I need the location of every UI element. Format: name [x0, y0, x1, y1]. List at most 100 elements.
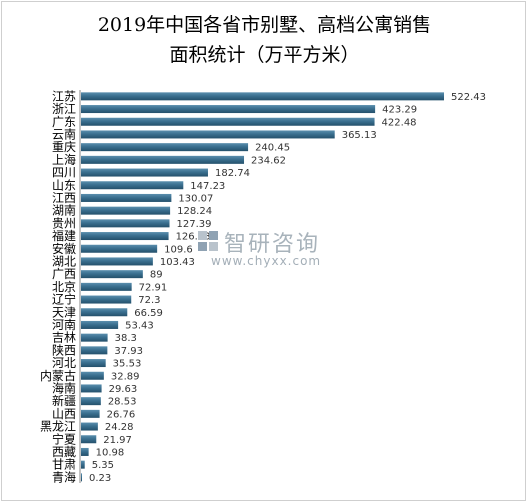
- bar: [81, 257, 153, 266]
- value-label: 0.23: [89, 473, 111, 484]
- value-label: 35.53: [113, 359, 142, 370]
- bar: [81, 232, 169, 241]
- category-label: 陕西: [52, 342, 76, 357]
- category-label: 广西: [52, 267, 76, 281]
- bar: [81, 155, 245, 164]
- category-label: 贵州: [52, 216, 76, 230]
- bar: [81, 130, 335, 139]
- value-label: 103.43: [160, 257, 195, 268]
- bar: [81, 422, 98, 431]
- value-label: 29.63: [109, 384, 138, 395]
- category-label: 重庆: [52, 140, 76, 154]
- value-label: 130.07: [178, 193, 213, 204]
- value-label: 26.76: [107, 409, 136, 420]
- value-label: 234.62: [251, 155, 286, 166]
- category-label: 西藏: [52, 445, 76, 459]
- category-label: 青海: [52, 469, 76, 484]
- category-label: 上海: [52, 152, 76, 167]
- category-label: 福建: [52, 228, 76, 243]
- bar: [81, 270, 143, 279]
- value-label: 24.28: [105, 422, 134, 433]
- category-label: 甘肃: [52, 458, 76, 472]
- category-label: 河南: [52, 317, 76, 332]
- value-label: 422.48: [382, 117, 417, 128]
- bar: [81, 460, 85, 469]
- bar: [81, 333, 108, 342]
- category-label: 吉林: [52, 331, 76, 345]
- value-label: 89: [150, 270, 163, 281]
- bar: [81, 371, 104, 380]
- bar: [81, 181, 184, 190]
- category-label: 四川: [52, 166, 76, 180]
- bar: [81, 92, 444, 101]
- category-label: 内蒙古: [40, 368, 76, 383]
- bar: [81, 359, 106, 368]
- category-label: 浙江: [52, 102, 76, 116]
- value-label: 28.53: [108, 397, 137, 408]
- category-label: 江西: [52, 191, 76, 205]
- category-label: 宁夏: [52, 431, 76, 446]
- category-label: 安徽: [52, 241, 76, 256]
- category-label: 北京: [52, 280, 76, 294]
- category-label: 湖北: [52, 253, 76, 268]
- category-label: 海南: [52, 380, 76, 395]
- bar: [81, 143, 249, 152]
- bar: [81, 282, 132, 291]
- bar: [81, 105, 376, 114]
- value-label: 66.59: [134, 308, 163, 319]
- category-label: 湖南: [52, 203, 76, 218]
- bar: [81, 206, 171, 215]
- bar: [81, 168, 208, 177]
- bar: [81, 384, 102, 393]
- bar: [81, 308, 128, 317]
- value-label: 128.24: [177, 206, 212, 217]
- watermark: 智研咨询 www.chyxx.com: [197, 229, 347, 269]
- value-label: 423.29: [382, 105, 417, 116]
- category-label: 黑龙江: [40, 420, 76, 434]
- bar: [81, 435, 97, 444]
- category-label: 天津: [52, 305, 76, 319]
- bar: [81, 320, 119, 329]
- value-label: 37.93: [114, 346, 143, 357]
- bar: [81, 473, 82, 482]
- bar: [81, 117, 375, 126]
- category-label: 云南: [52, 126, 76, 141]
- bar: [81, 193, 172, 202]
- value-label: 72.91: [139, 282, 168, 293]
- value-label: 522.43: [451, 92, 486, 103]
- value-label: 127.39: [177, 219, 212, 230]
- category-label: 广东: [52, 115, 76, 129]
- value-label: 240.45: [255, 143, 290, 154]
- value-label: 126.03: [176, 232, 211, 243]
- value-label: 147.23: [190, 181, 225, 192]
- value-label: 53.43: [125, 320, 154, 331]
- chart-title: 2019年中国各省市别墅、高档公寓销售 面积统计（万平方米）: [97, 14, 432, 66]
- category-label: 山东: [52, 178, 76, 192]
- zhiyan-logo-icon: [198, 231, 218, 251]
- bar: [81, 295, 132, 304]
- bar: [81, 244, 158, 253]
- category-label: 辽宁: [52, 292, 76, 307]
- value-label: 182.74: [215, 168, 250, 179]
- value-label: 32.89: [111, 371, 140, 382]
- category-label: 江苏: [52, 89, 76, 103]
- bar: [81, 409, 100, 418]
- watermark-brand: 智研咨询: [224, 232, 321, 257]
- bar: [81, 447, 89, 456]
- category-label: 山西: [52, 407, 76, 421]
- bar: [81, 397, 101, 406]
- value-label: 109.6: [164, 244, 193, 255]
- category-label: 新疆: [52, 393, 76, 408]
- bar: [81, 219, 170, 228]
- value-label: 365.13: [342, 130, 377, 141]
- value-label: 21.97: [103, 435, 132, 446]
- value-label: 38.3: [115, 333, 137, 344]
- value-label: 10.98: [96, 447, 125, 458]
- value-label: 5.35: [92, 460, 114, 471]
- bar: [81, 346, 108, 355]
- value-label: 72.3: [138, 295, 160, 306]
- category-label: 河北: [52, 356, 76, 370]
- watermark-url: www.chyxx.com: [211, 254, 322, 268]
